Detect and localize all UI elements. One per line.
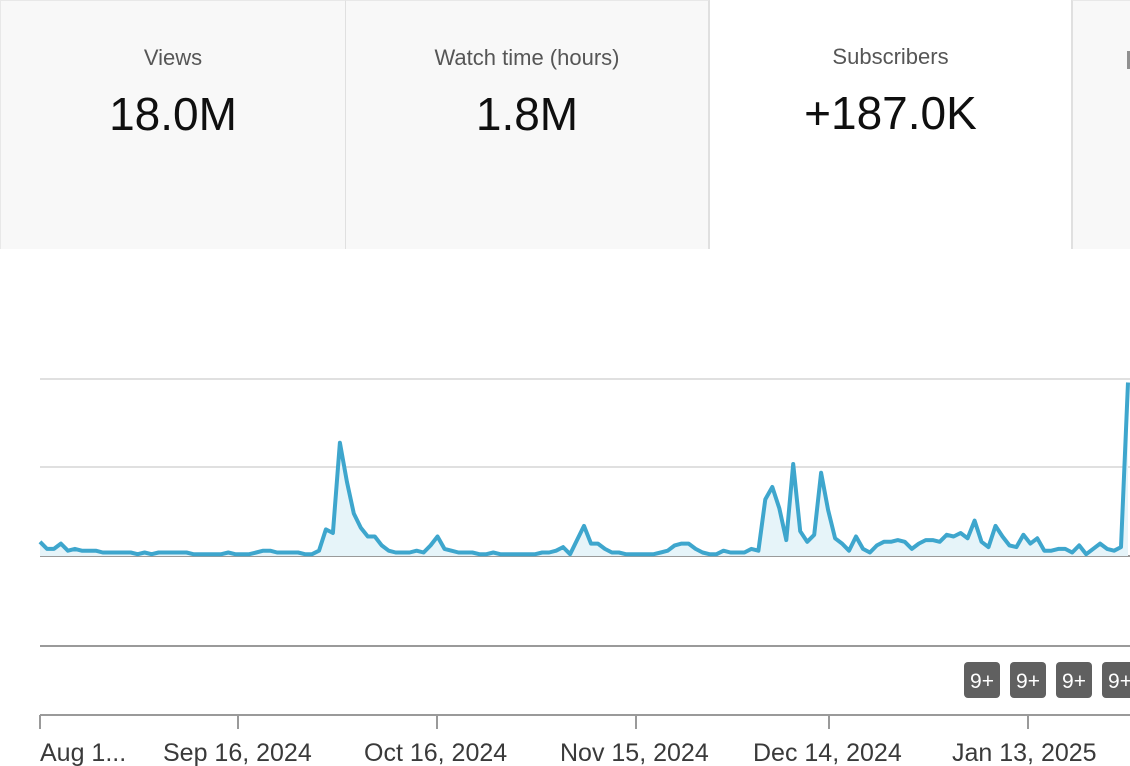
annotation-badge-label: 9+	[1062, 670, 1086, 693]
annotation-badge-bg	[964, 662, 1000, 698]
views-label: Views	[143, 45, 203, 70]
gridlines	[40, 378, 1130, 647]
x-axis-ticks: Aug 1... Sep 16, 2024 Oct 16, 2024 Nov 15, …	[39, 715, 1097, 766]
tab-subscribers[interactable]: Subscribers +187.0K	[709, 0, 1072, 249]
annotation-badge[interactable]: 9+	[964, 662, 1000, 698]
annotation-badge-bg	[1102, 662, 1130, 698]
tab-next-metric[interactable]	[1072, 0, 1130, 249]
x-tick-label: Nov 15, 2024	[560, 739, 709, 766]
watch-time-value: 1.8M	[475, 88, 579, 140]
annotation-badge-bg	[1056, 662, 1092, 698]
tab-watch-time[interactable]: Watch time (hours) 1.8M	[346, 0, 709, 249]
x-tick-label: Oct 16, 2024	[364, 739, 507, 766]
x-tick-label: Dec 14, 2024	[753, 739, 902, 766]
annotation-badges: 9+ 9+ 9+ 9+	[964, 662, 1130, 698]
annotation-badge-label: 9+	[970, 670, 994, 693]
annotation-badge[interactable]: 9+	[1010, 662, 1046, 698]
tab-views[interactable]: Views 18.0M	[0, 0, 346, 249]
annotation-badge-label: 9+	[1016, 670, 1040, 693]
x-tick-label: Sep 16, 2024	[163, 739, 312, 766]
series-line[interactable]	[38, 382, 1130, 557]
annotation-badge[interactable]: 9+	[1102, 662, 1130, 698]
annotation-badge-label: 9+	[1108, 670, 1130, 693]
subscribers-value: +187.0K	[804, 87, 977, 139]
subscribers-label: Subscribers	[832, 44, 949, 69]
annotation-badge[interactable]: 9+	[1056, 662, 1092, 698]
next-tab-label-fragment	[1127, 51, 1130, 69]
x-tick-label: Aug 1...	[40, 739, 126, 766]
annotation-badge-bg	[1010, 662, 1046, 698]
x-tick-label: Jan 13, 2025	[952, 739, 1097, 766]
metric-tabs: Views 18.0M Watch time (hours) 1.8M Subs…	[0, 0, 1130, 249]
watch-time-label: Watch time (hours)	[434, 45, 620, 70]
views-value: 18.0M	[109, 88, 237, 140]
subscribers-chart: 9+ 9+ 9+ 9+ Aug 1... Sep 16, 2024 Oct 16, 202…	[38, 378, 1130, 766]
